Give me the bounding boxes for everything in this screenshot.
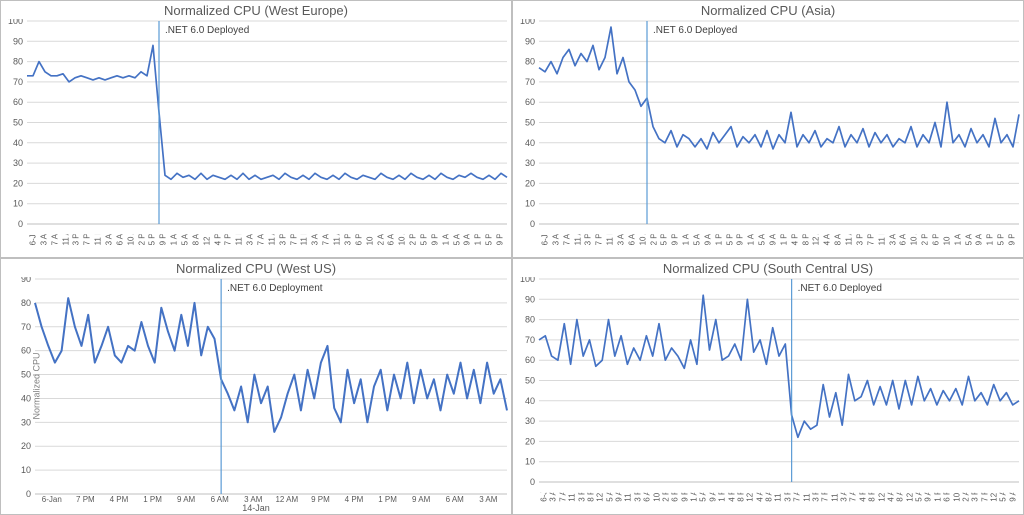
panel-west-us: Normalized CPU (West US) 010203040506070…	[0, 258, 512, 515]
svg-text:50: 50	[525, 375, 535, 385]
svg-text:80: 80	[525, 57, 535, 67]
svg-text:0: 0	[530, 477, 535, 487]
svg-text:20: 20	[21, 441, 31, 451]
series-line	[539, 27, 1019, 149]
x-ticks: 6-Jan3 AM7 AM11 AM3 PM7 PM11 PM3 AM6 AM1…	[1, 236, 511, 244]
y-axis-label: Normalized CPU	[32, 353, 42, 420]
svg-text:50: 50	[13, 118, 23, 128]
svg-text:60: 60	[525, 97, 535, 107]
svg-text:30: 30	[525, 416, 535, 426]
svg-text:40: 40	[21, 393, 31, 403]
series-line	[539, 295, 1019, 437]
svg-text:70: 70	[525, 334, 535, 344]
svg-text:90: 90	[525, 36, 535, 46]
svg-text:10: 10	[525, 456, 535, 466]
svg-text:60: 60	[21, 345, 31, 355]
svg-text:10: 10	[13, 199, 23, 209]
panel-asia: Normalized CPU (Asia) 0 10 20 30 40 50 60 70 80 9…	[512, 0, 1024, 258]
svg-text:30: 30	[525, 158, 535, 168]
svg-text:50: 50	[525, 118, 535, 128]
svg-text:40: 40	[13, 138, 23, 148]
x-ticks: 6-Jan3 AM7 AM11 AM3 PM8 PM12 AM5 AM9 AM1…	[513, 493, 1023, 501]
chart-title: Normalized CPU (West US)	[1, 261, 511, 276]
chart-plot: 0102030405060708090	[1, 277, 512, 515]
svg-text:40: 40	[525, 395, 535, 405]
svg-text:0: 0	[530, 219, 535, 229]
series-line	[27, 45, 507, 179]
panel-west-europe: Normalized CPU (West Europe) 0 10 20 30 40 50…	[0, 0, 512, 258]
svg-text:90: 90	[525, 294, 535, 304]
svg-text:30: 30	[13, 158, 23, 168]
svg-text:80: 80	[21, 297, 31, 307]
chart-grid: Normalized CPU (West Europe) 0 10 20 30 40 50…	[0, 0, 1024, 515]
chart-plot: 0 10 20 30 40 50 60 70 80 90 100	[1, 19, 512, 258]
chart-title: Normalized CPU (Asia)	[513, 3, 1023, 18]
chart-plot: 0 10 20 30 40 50 60 70 80 90 100	[513, 277, 1024, 515]
svg-text:60: 60	[525, 355, 535, 365]
svg-text:40: 40	[525, 138, 535, 148]
deployment-annotation: .NET 6.0 Deployed	[798, 283, 882, 294]
svg-text:90: 90	[21, 277, 31, 284]
svg-text:80: 80	[13, 57, 23, 67]
deployment-annotation: .NET 6.0 Deployed	[165, 25, 249, 36]
svg-text:0: 0	[18, 219, 23, 229]
svg-text:100: 100	[520, 277, 535, 284]
x-axis-center-label: 14-Jan	[242, 503, 270, 513]
svg-text:10: 10	[21, 465, 31, 475]
svg-text:60: 60	[13, 97, 23, 107]
deployment-annotation: .NET 6.0 Deployment	[227, 283, 322, 294]
chart-plot: 0 10 20 30 40 50 60 70 80 90 100	[513, 19, 1024, 258]
deployment-annotation: .NET 6.0 Deployed	[653, 25, 737, 36]
svg-text:100: 100	[520, 19, 535, 26]
chart-title: Normalized CPU (South Central US)	[513, 261, 1023, 276]
x-ticks: 6-Jan3 AM7 AM11 AM3 PM7 PM11 PM3 AM6 AM1…	[513, 236, 1023, 244]
panel-south-central-us: Normalized CPU (South Central US) 0 10 20 3…	[512, 258, 1024, 515]
svg-text:70: 70	[525, 77, 535, 87]
svg-text:20: 20	[13, 178, 23, 188]
svg-text:20: 20	[525, 436, 535, 446]
svg-text:100: 100	[8, 19, 23, 26]
svg-text:80: 80	[525, 314, 535, 324]
svg-text:10: 10	[525, 199, 535, 209]
svg-text:50: 50	[21, 369, 31, 379]
chart-title: Normalized CPU (West Europe)	[1, 3, 511, 18]
svg-text:70: 70	[13, 77, 23, 87]
svg-text:30: 30	[21, 417, 31, 427]
svg-text:90: 90	[13, 36, 23, 46]
svg-text:20: 20	[525, 178, 535, 188]
svg-text:70: 70	[21, 321, 31, 331]
series-line	[35, 298, 507, 432]
